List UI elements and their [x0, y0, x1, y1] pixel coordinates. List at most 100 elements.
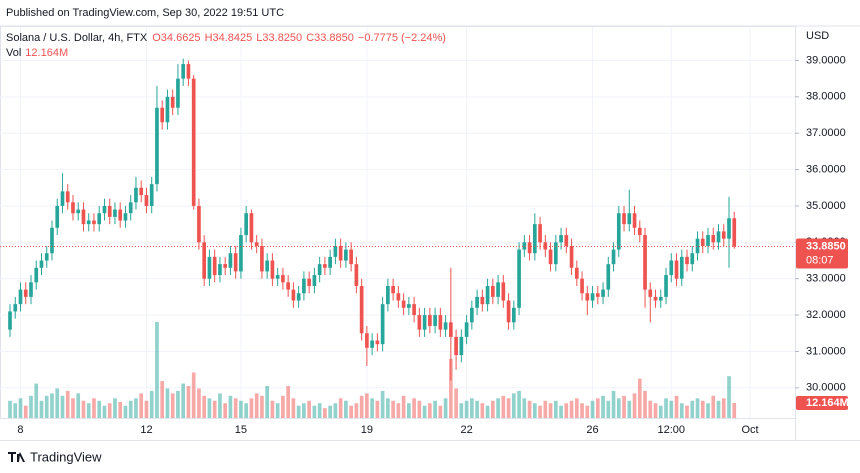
- volume-bar: [674, 395, 679, 418]
- volume-bar: [176, 390, 180, 418]
- volume-bar: [428, 403, 432, 418]
- candle-body: [97, 213, 102, 225]
- volume-bar: [344, 400, 348, 418]
- candle-body: [76, 209, 81, 214]
- candle-body: [102, 205, 107, 214]
- volume-bar: [527, 400, 532, 418]
- volume-bar: [574, 398, 579, 418]
- volume-bar: [606, 400, 611, 418]
- volume-bar: [727, 376, 731, 418]
- candle-body: [396, 293, 401, 301]
- candle-body: [296, 293, 301, 301]
- volume-bar: [60, 395, 65, 418]
- candle-body: [543, 242, 548, 250]
- volume-bar: [721, 398, 726, 418]
- candle-body: [401, 300, 406, 308]
- candle-body: [176, 78, 180, 108]
- candle-body: [228, 253, 233, 268]
- volume-bar: [538, 405, 542, 418]
- candle-body: [312, 275, 317, 286]
- volume-bar: [459, 403, 464, 418]
- candle-body: [637, 227, 642, 236]
- candle-body: [275, 275, 280, 279]
- volume-bar: [197, 388, 201, 418]
- candle-body: [496, 282, 500, 297]
- volume-bar: [532, 403, 537, 418]
- candle-body: [407, 304, 411, 308]
- candle-body: [611, 249, 616, 265]
- volume-bar: [401, 395, 406, 418]
- volume-bar: [249, 398, 254, 418]
- candle-body: [386, 285, 390, 305]
- volume-bar: [716, 400, 721, 418]
- volume-bar: [501, 395, 506, 418]
- currency: USD: [806, 30, 829, 42]
- volume-bar: [564, 403, 569, 418]
- volume-bar: [679, 403, 684, 418]
- legend-value: −0.7775 (−2.24%): [358, 32, 446, 44]
- candle-body: [595, 293, 600, 297]
- x-tick-label: 12: [140, 424, 152, 436]
- candle-body: [506, 300, 511, 323]
- candle-body: [553, 242, 558, 265]
- candle-body: [202, 242, 207, 279]
- candle-body: [475, 296, 479, 308]
- volume-bar: [517, 390, 521, 418]
- volume-bar: [616, 398, 621, 418]
- volume-bar: [632, 393, 637, 418]
- candle-body: [144, 195, 149, 206]
- legend-value: H34.8425: [205, 32, 253, 44]
- volume-bar: [29, 395, 33, 418]
- candle-body: [128, 202, 133, 214]
- volume-bar: [328, 405, 332, 418]
- volume-bar: [443, 398, 448, 418]
- volume-bar: [13, 403, 18, 418]
- volume-bar: [475, 400, 479, 418]
- volume-bar: [291, 398, 296, 418]
- volume-bar: [71, 398, 75, 418]
- last-volume-label: 12.164M: [806, 397, 849, 409]
- volume-bar: [658, 405, 663, 418]
- published-note: Published on TradingView.com, Sep 30, 20…: [6, 7, 284, 19]
- candle-body: [485, 285, 490, 305]
- x-tick-label: 22: [460, 424, 472, 436]
- volume-bar: [302, 403, 306, 418]
- footer-brand: TradingView: [30, 449, 102, 464]
- volume-bar: [23, 405, 28, 418]
- candle-body: [8, 311, 12, 330]
- volume-bar: [511, 393, 516, 418]
- y-tick-label: 39.0000: [806, 54, 846, 66]
- candle-body: [354, 264, 359, 286]
- candle-body: [616, 213, 621, 250]
- volume-bar: [365, 393, 369, 418]
- volume-bar: [134, 398, 138, 418]
- y-tick-label: 38.0000: [806, 91, 846, 103]
- symbol-title: Solana / U.S. Dollar, 4h, FTX: [6, 32, 148, 44]
- candle-body: [454, 336, 458, 356]
- candle-body: [695, 238, 700, 254]
- volume-bar: [664, 398, 668, 418]
- candle-body: [538, 224, 542, 243]
- candle-body: [443, 322, 448, 330]
- volume-bar: [485, 405, 490, 418]
- candle-body: [428, 315, 432, 326]
- volume-bar: [92, 398, 96, 418]
- candle-body: [123, 213, 128, 221]
- candle-body: [39, 260, 44, 268]
- candle-body: [643, 235, 647, 290]
- candle-body: [260, 245, 264, 272]
- candle-body: [464, 322, 469, 337]
- volume-bar: [506, 398, 511, 418]
- volume-bar: [181, 383, 186, 418]
- candle-body: [690, 253, 695, 265]
- volume-bar: [559, 405, 563, 418]
- volume-bar: [270, 400, 275, 418]
- candle-body: [181, 64, 186, 79]
- candle-body: [65, 191, 70, 203]
- volume-bar: [265, 386, 269, 418]
- y-tick-label: 32.0000: [806, 309, 846, 321]
- candle-body: [491, 285, 495, 297]
- candle-body: [186, 64, 191, 79]
- candle-body: [333, 245, 338, 257]
